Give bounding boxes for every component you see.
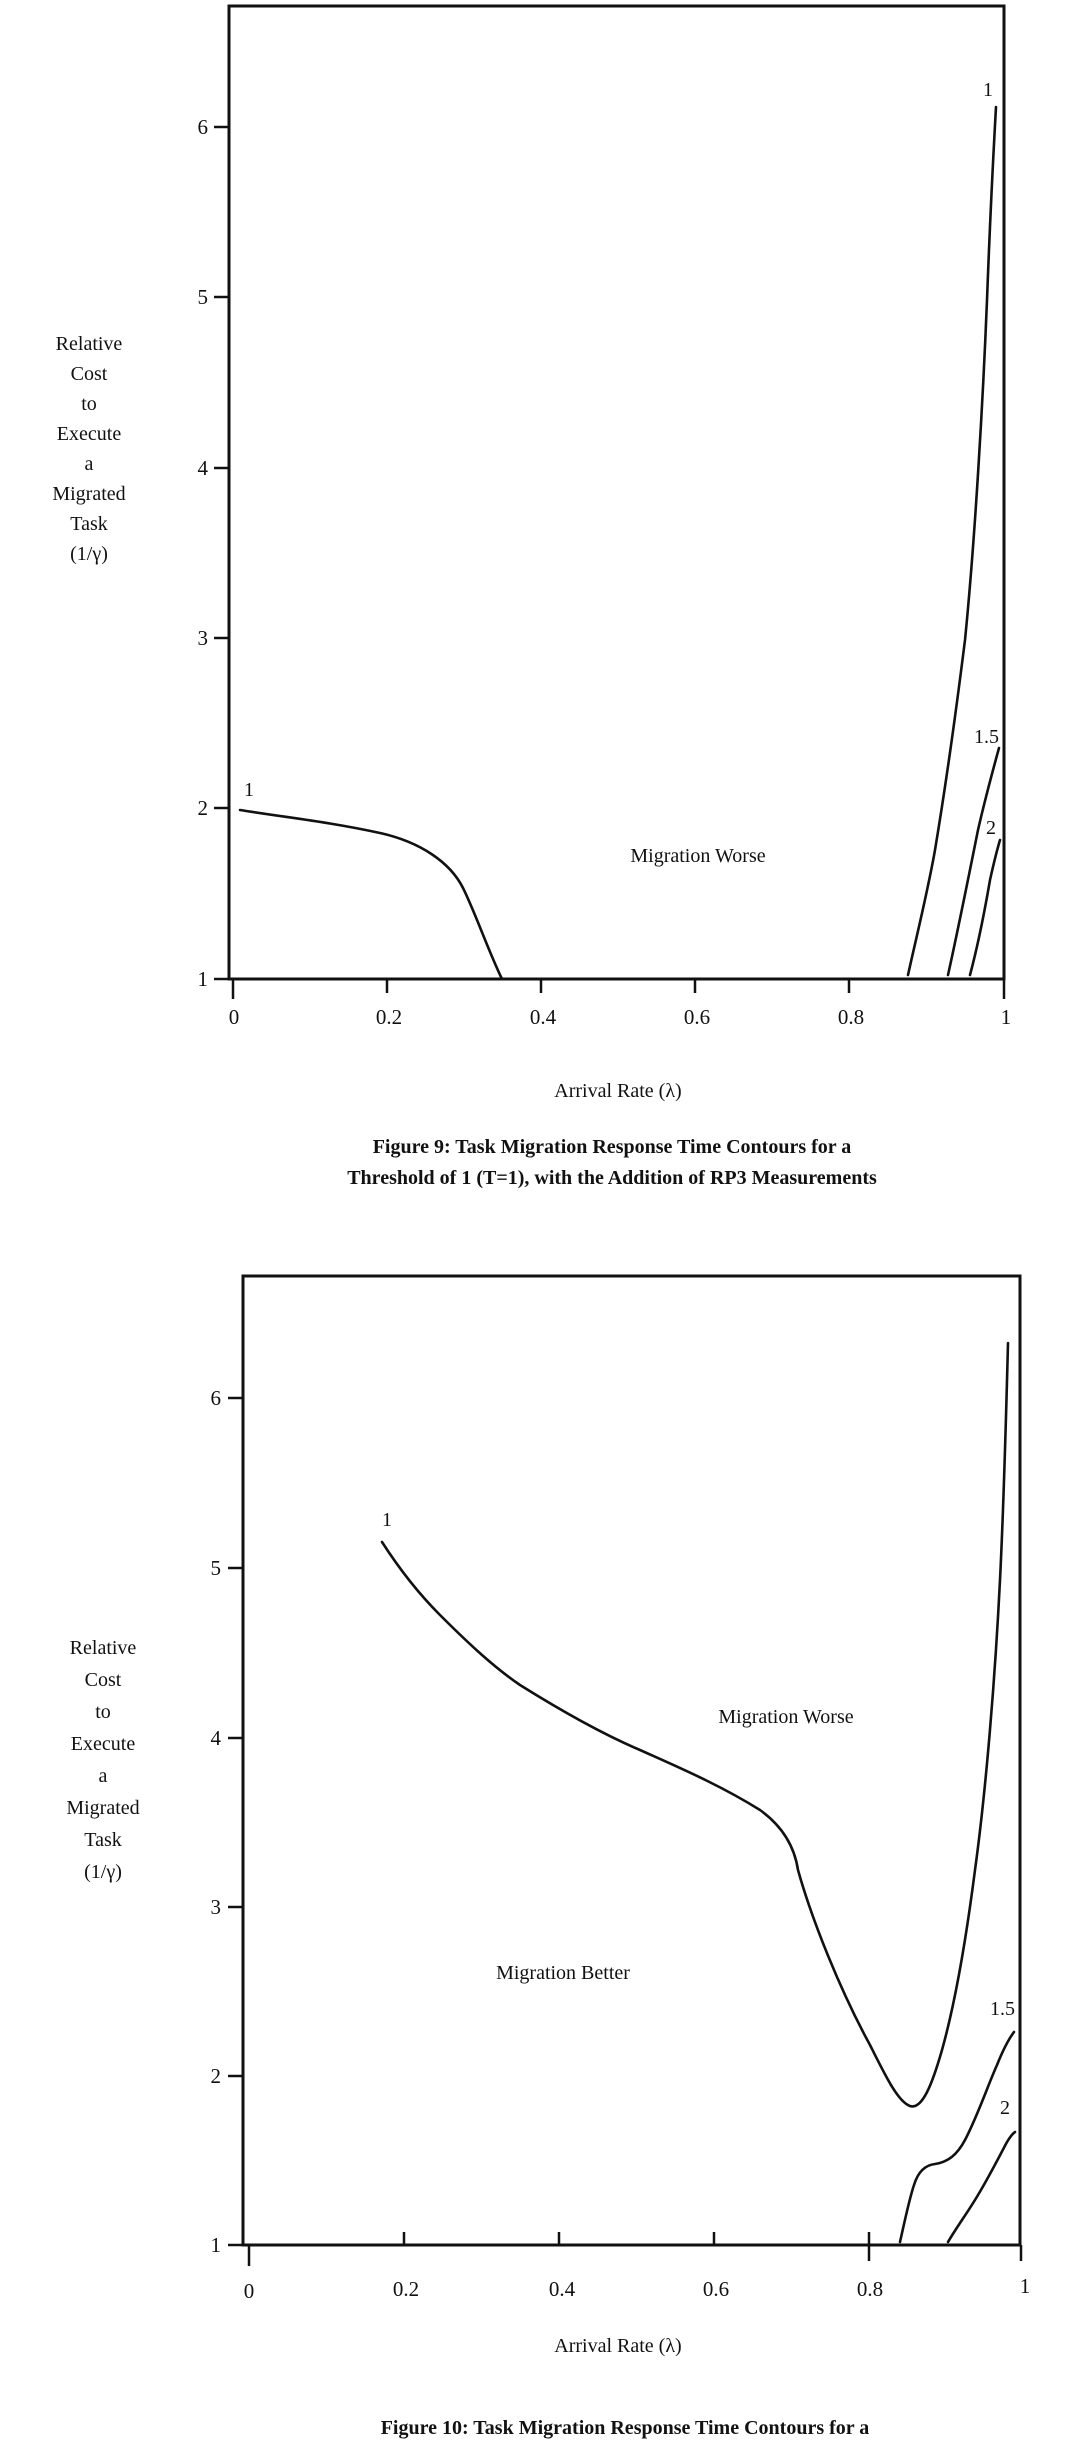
svg-text:Threshold of 1 (T=1), with the: Threshold of 1 (T=1), with the Addition … xyxy=(347,1167,877,1189)
svg-text:to: to xyxy=(81,393,97,415)
figure-9-contour-1-5 xyxy=(946,746,1001,977)
svg-text:Cost: Cost xyxy=(71,363,108,385)
figure-9-y-axis-label: Relative Cost to Execute a Migrated Task… xyxy=(52,333,125,565)
x-tick-label: 0 xyxy=(229,1005,240,1029)
svg-text:Execute: Execute xyxy=(57,423,122,445)
y-tick-label: 6 xyxy=(211,1386,222,1410)
svg-text:Relative: Relative xyxy=(56,333,123,355)
x-tick-label: 0.8 xyxy=(838,1005,864,1029)
figure-9-contour-1-left xyxy=(238,808,504,981)
svg-text:Task: Task xyxy=(70,513,107,535)
x-tick-label: 0.6 xyxy=(703,2277,729,2301)
figure-9-caption: Figure 9: Task Migration Response Time C… xyxy=(347,1136,877,1189)
figure-9-x-ticks xyxy=(231,979,1006,999)
svg-text:Figure 10: Task Migration Resp: Figure 10: Task Migration Response Time … xyxy=(381,2417,870,2439)
figure-9-y-ticks xyxy=(214,125,229,981)
svg-text:Task: Task xyxy=(84,1829,121,1851)
x-tick-label: 0 xyxy=(244,2279,255,2303)
svg-text:Execute: Execute xyxy=(71,1733,136,1755)
figure-9-contour-1-right xyxy=(906,105,998,977)
figure-10-region-migration-worse: Migration Worse xyxy=(718,1706,853,1728)
figure-10-y-ticks xyxy=(228,1396,243,2247)
x-tick-label: 0.2 xyxy=(376,1005,402,1029)
svg-text:Cost: Cost xyxy=(85,1669,122,1691)
figure-9: 6 5 4 3 2 1 0 0.2 0.4 0.6 0.8 1 Relative xyxy=(52,4,1012,1189)
figure-9-y-tick-labels: 6 5 4 3 2 1 xyxy=(198,115,209,991)
figure-10-contour-labels: 1 1.5 2 xyxy=(382,1509,1015,2119)
y-tick-label: 2 xyxy=(198,796,209,820)
contour-label-1-5: 1.5 xyxy=(990,1998,1015,2020)
x-tick-label: 0.8 xyxy=(857,2277,883,2301)
svg-text:Figure 9: Task Migration Respo: Figure 9: Task Migration Response Time C… xyxy=(373,1136,852,1158)
svg-text:a: a xyxy=(85,453,94,475)
x-tick-label: 0.6 xyxy=(684,1005,710,1029)
figure-10-caption: Figure 10: Task Migration Response Time … xyxy=(381,2417,870,2439)
x-tick-label: 0.2 xyxy=(393,2277,419,2301)
y-tick-label: 1 xyxy=(211,2233,222,2257)
y-tick-label: 6 xyxy=(198,115,209,139)
y-tick-label: 2 xyxy=(211,2064,222,2088)
figure-10-x-ticks xyxy=(247,2232,1023,2266)
contour-label-1: 1 xyxy=(382,1509,392,1531)
y-tick-label: 1 xyxy=(198,967,209,991)
figure-9-region-migration-worse: Migration Worse xyxy=(630,845,765,867)
y-tick-label: 4 xyxy=(198,456,209,480)
figure-10-contour-1 xyxy=(380,1341,1010,2108)
x-tick-label: 1 xyxy=(1001,1005,1012,1029)
contour-label-1: 1 xyxy=(983,79,993,101)
figure-9-contour-2 xyxy=(968,838,1002,977)
figure-10: 6 5 4 3 2 1 0 0.2 0.4 0.6 0.8 1 Relative xyxy=(66,1274,1031,2439)
contour-label-2: 2 xyxy=(986,817,996,839)
y-tick-label: 4 xyxy=(211,1726,222,1750)
svg-text:(1/γ): (1/γ) xyxy=(84,1861,122,1883)
svg-text:a: a xyxy=(99,1765,108,1787)
figure-9-x-tick-labels: 0 0.2 0.4 0.6 0.8 1 xyxy=(229,1005,1012,1029)
figure-9-plot-frame xyxy=(227,4,1006,981)
y-tick-label: 5 xyxy=(211,1556,222,1580)
figure-10-y-tick-labels: 6 5 4 3 2 1 xyxy=(211,1386,222,2257)
svg-text:Migrated: Migrated xyxy=(66,1797,139,1819)
svg-text:to: to xyxy=(95,1701,111,1723)
svg-text:(1/γ): (1/γ) xyxy=(70,543,108,565)
figure-10-region-migration-better: Migration Better xyxy=(496,1962,630,1984)
figure-10-contour-2 xyxy=(946,2130,1017,2244)
svg-text:Relative: Relative xyxy=(70,1637,137,1659)
figure-10-plot-frame xyxy=(241,1274,1022,2247)
svg-text:Migrated: Migrated xyxy=(52,483,125,505)
y-tick-label: 3 xyxy=(198,626,209,650)
y-tick-label: 5 xyxy=(198,285,209,309)
x-tick-label: 0.4 xyxy=(549,2277,576,2301)
contour-label-1-5: 1.5 xyxy=(974,726,999,748)
figure-10-y-axis-label: Relative Cost to Execute a Migrated Task… xyxy=(66,1637,139,1883)
figure-9-x-axis-label: Arrival Rate (λ) xyxy=(554,1080,681,1102)
x-tick-label: 0.4 xyxy=(530,1005,557,1029)
contour-label-1: 1 xyxy=(244,779,254,801)
contour-label-2: 2 xyxy=(1000,2097,1010,2119)
figure-10-contour-1-5 xyxy=(898,2030,1016,2244)
figure-10-x-tick-labels: 0 0.2 0.4 0.6 0.8 1 xyxy=(244,2274,1031,2303)
figure-10-x-axis-label: Arrival Rate (λ) xyxy=(554,2335,681,2357)
y-tick-label: 3 xyxy=(211,1895,222,1919)
figure-9-contour-labels: 1 1 1.5 2 xyxy=(244,79,999,839)
x-tick-label: 1 xyxy=(1020,2274,1031,2298)
